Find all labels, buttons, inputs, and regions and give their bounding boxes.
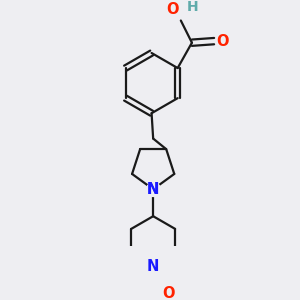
Text: O: O xyxy=(167,2,179,17)
Text: N: N xyxy=(147,182,159,197)
Text: O: O xyxy=(162,286,174,300)
Text: N: N xyxy=(147,182,159,197)
Text: O: O xyxy=(217,34,229,49)
Text: H: H xyxy=(187,0,199,14)
Text: N: N xyxy=(147,260,159,274)
